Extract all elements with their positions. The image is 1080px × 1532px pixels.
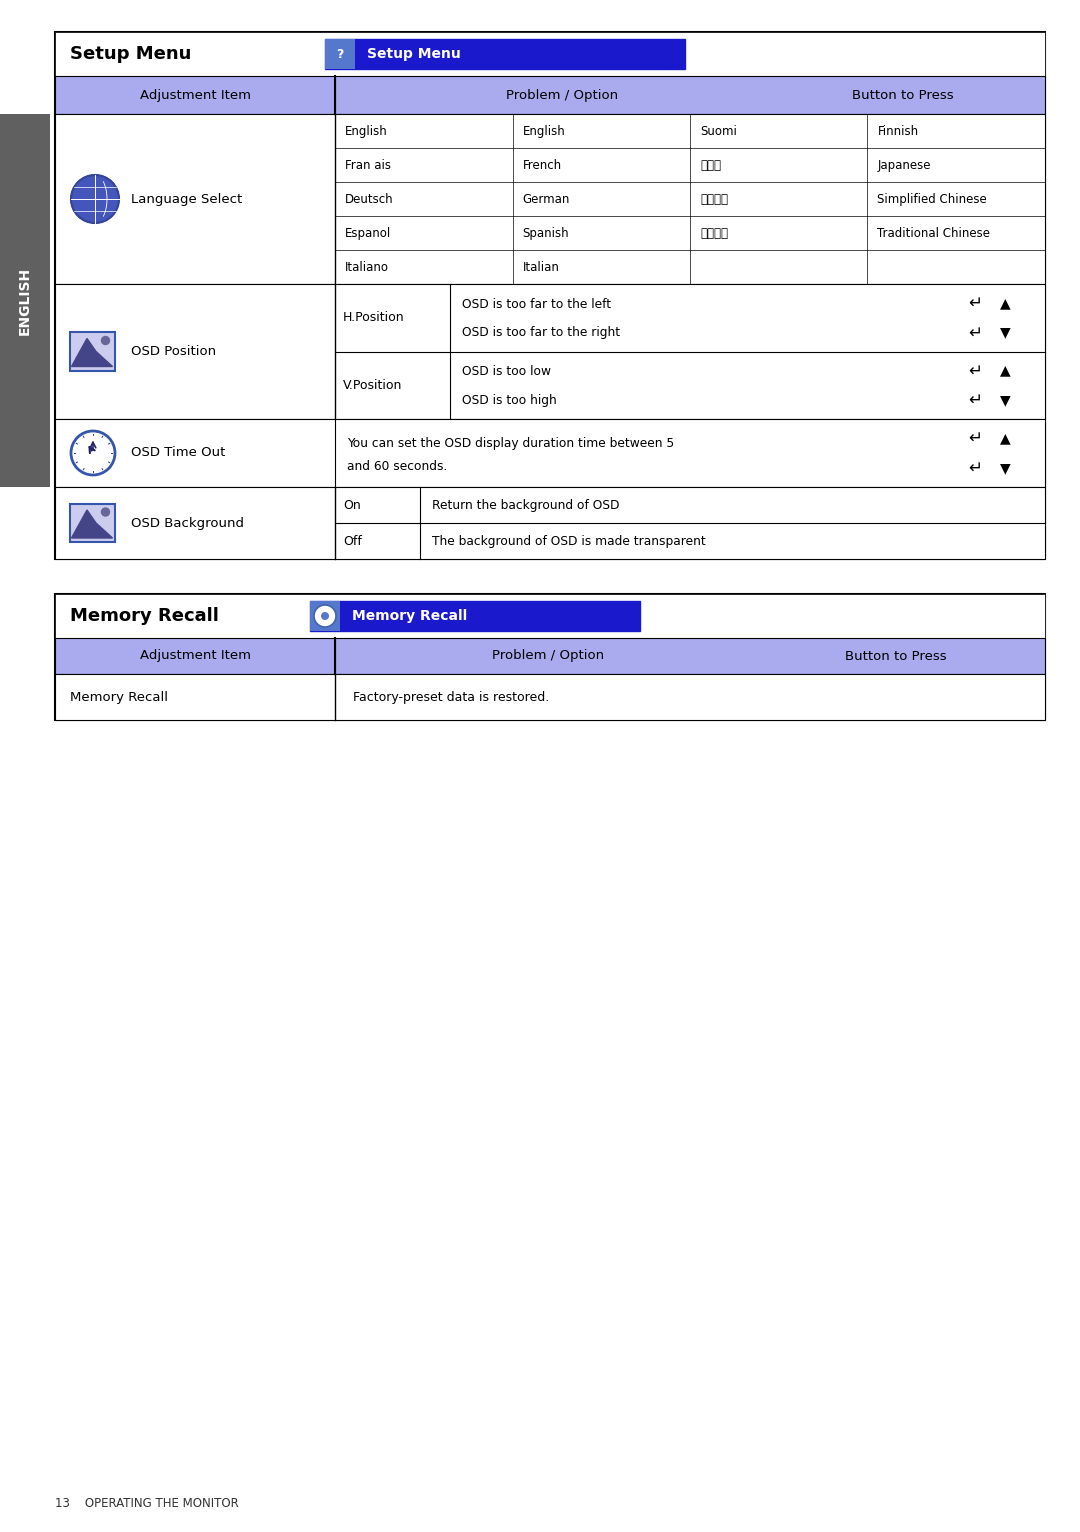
Text: Japanese: Japanese <box>877 158 931 172</box>
Text: Button to Press: Button to Press <box>845 650 947 662</box>
Bar <box>55 32 1045 559</box>
Text: and 60 seconds.: and 60 seconds. <box>347 460 447 473</box>
Circle shape <box>71 430 114 475</box>
Circle shape <box>71 175 119 224</box>
Text: 繁体中文: 繁体中文 <box>700 227 728 239</box>
Bar <box>335 77 1045 113</box>
Text: You can set the OSD display duration time between 5: You can set the OSD display duration tim… <box>347 437 674 450</box>
Text: OSD Position: OSD Position <box>131 345 216 358</box>
Text: Traditional Chinese: Traditional Chinese <box>877 227 990 239</box>
Text: OSD Time Out: OSD Time Out <box>131 446 226 460</box>
Text: 13    OPERATING THE MONITOR: 13 OPERATING THE MONITOR <box>55 1497 239 1511</box>
Text: 日本語: 日本語 <box>700 158 721 172</box>
Text: Problem / Option: Problem / Option <box>491 650 604 662</box>
Bar <box>325 38 355 69</box>
Text: Factory-preset data is restored.: Factory-preset data is restored. <box>353 691 550 703</box>
Text: ↵: ↵ <box>968 362 982 380</box>
Bar <box>55 32 1045 77</box>
Bar <box>69 504 114 542</box>
Text: Memory Recall: Memory Recall <box>70 607 219 625</box>
Text: ↵: ↵ <box>968 323 982 342</box>
Bar <box>55 418 1045 487</box>
Circle shape <box>102 337 109 345</box>
Text: Adjustment Item: Adjustment Item <box>139 650 251 662</box>
Text: ?: ? <box>336 47 343 60</box>
Text: Suomi: Suomi <box>700 124 737 138</box>
Bar <box>69 332 114 371</box>
Text: V.Position: V.Position <box>343 378 403 392</box>
Text: Button to Press: Button to Press <box>852 89 954 101</box>
Bar <box>55 637 335 674</box>
Text: ▲: ▲ <box>1000 296 1010 309</box>
Text: English: English <box>345 124 388 138</box>
Text: Italian: Italian <box>523 260 559 274</box>
Text: French: French <box>523 158 562 172</box>
Bar <box>325 38 685 69</box>
Text: ↵: ↵ <box>968 429 982 447</box>
Polygon shape <box>71 339 112 366</box>
Circle shape <box>321 611 329 620</box>
Text: ↵: ↵ <box>968 460 982 476</box>
Text: Deutsch: Deutsch <box>345 193 393 205</box>
Text: Language Select: Language Select <box>131 193 242 205</box>
Bar <box>310 601 340 631</box>
Bar <box>55 113 1045 283</box>
Bar <box>55 594 1045 720</box>
Text: Simplified Chinese: Simplified Chinese <box>877 193 987 205</box>
Text: German: German <box>523 193 570 205</box>
Text: Setup Menu: Setup Menu <box>367 47 461 61</box>
Text: Setup Menu: Setup Menu <box>70 44 191 63</box>
Bar <box>0 113 50 487</box>
Text: On: On <box>343 498 361 512</box>
Text: Fran ais: Fran ais <box>345 158 391 172</box>
Text: English: English <box>523 124 565 138</box>
Text: 简体中文: 简体中文 <box>700 193 728 205</box>
Text: Spanish: Spanish <box>523 227 569 239</box>
Bar <box>55 674 1045 720</box>
Text: ▼: ▼ <box>1000 326 1010 340</box>
Text: ↵: ↵ <box>968 294 982 313</box>
Text: The background of OSD is made transparent: The background of OSD is made transparen… <box>432 535 705 547</box>
Text: OSD is too far to the right: OSD is too far to the right <box>462 326 620 339</box>
Bar <box>55 283 1045 418</box>
Polygon shape <box>71 510 112 538</box>
Text: OSD is too high: OSD is too high <box>462 394 557 406</box>
Bar <box>335 637 1045 674</box>
Text: Finnish: Finnish <box>877 124 919 138</box>
Text: ▼: ▼ <box>1000 461 1010 475</box>
Bar <box>310 601 640 631</box>
Text: Memory Recall: Memory Recall <box>352 610 468 624</box>
Circle shape <box>102 509 109 516</box>
Text: ↵: ↵ <box>968 391 982 409</box>
Text: Off: Off <box>343 535 362 547</box>
Circle shape <box>314 605 336 627</box>
Text: Memory Recall: Memory Recall <box>70 691 168 703</box>
Text: OSD Background: OSD Background <box>131 516 244 530</box>
Text: OSD is too far to the left: OSD is too far to the left <box>462 297 611 311</box>
Text: Espanol: Espanol <box>345 227 391 239</box>
Text: OSD is too low: OSD is too low <box>462 365 551 378</box>
Text: Italiano: Italiano <box>345 260 389 274</box>
Text: H.Position: H.Position <box>343 311 405 325</box>
Text: ENGLISH: ENGLISH <box>18 267 32 334</box>
Text: ▲: ▲ <box>1000 430 1010 444</box>
Bar <box>55 594 1045 637</box>
Text: Adjustment Item: Adjustment Item <box>139 89 251 101</box>
Text: Return the background of OSD: Return the background of OSD <box>432 498 620 512</box>
Text: ▲: ▲ <box>1000 363 1010 377</box>
Text: Problem / Option: Problem / Option <box>507 89 618 101</box>
Bar <box>55 77 335 113</box>
Bar <box>55 487 1045 559</box>
Text: ▼: ▼ <box>1000 394 1010 408</box>
